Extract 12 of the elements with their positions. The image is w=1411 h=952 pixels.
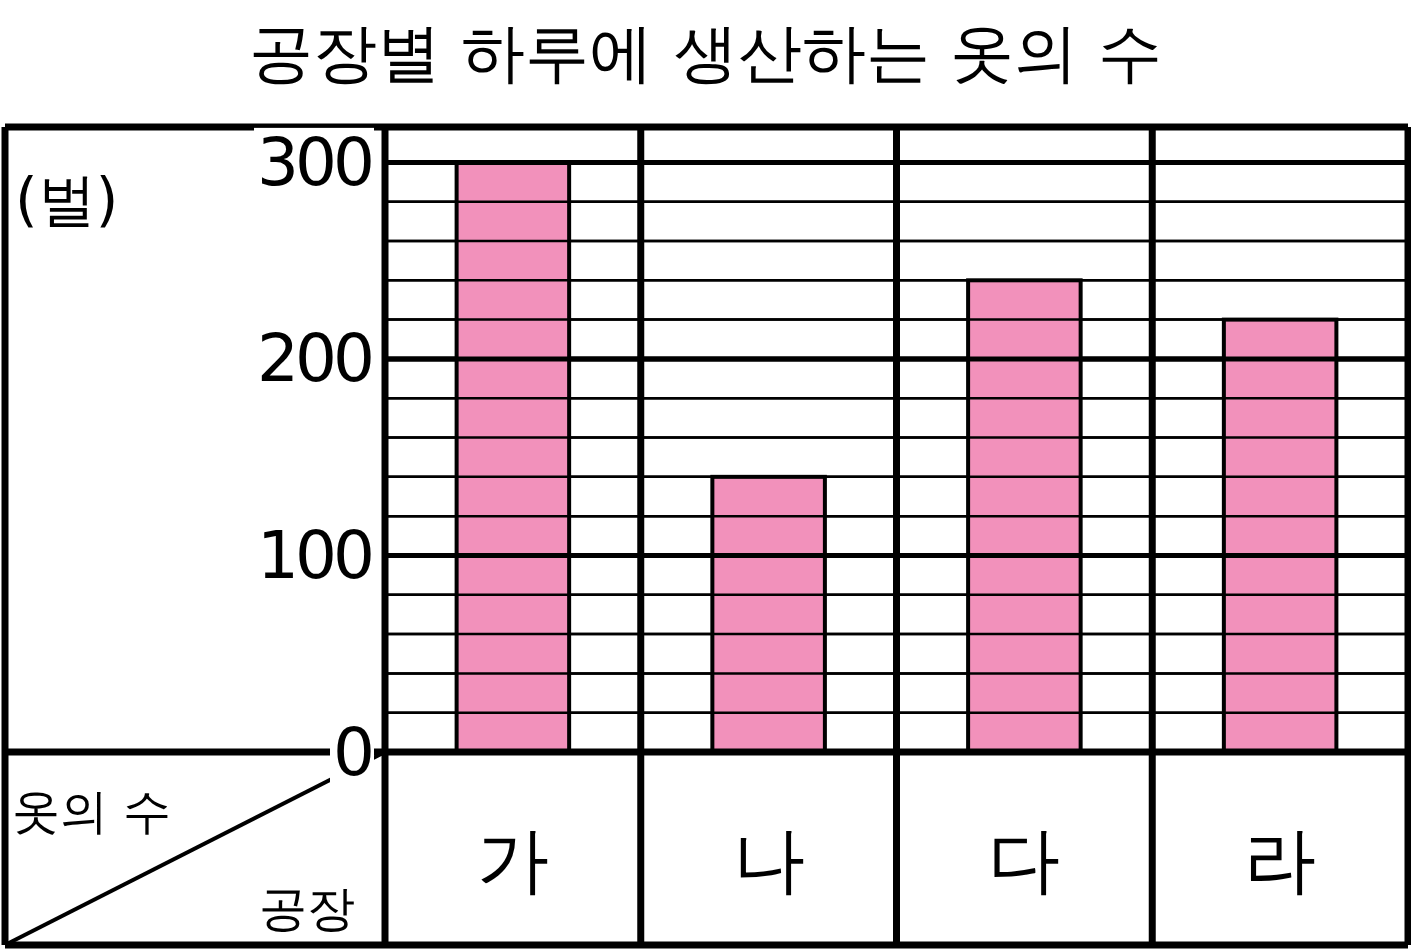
y-tick-label: 300 xyxy=(257,123,371,201)
y-tick-label: 0 xyxy=(333,713,371,791)
x-tick-label: 나 xyxy=(732,818,805,902)
y-axis-title: 옷의 수 xyxy=(12,783,172,839)
text: (벌) xyxy=(15,166,119,234)
x-tick-label: 다 xyxy=(988,818,1061,902)
chart-title: 공장별 하루에 생산하는 옷의 수 xyxy=(248,16,1163,90)
y-tick-label: 100 xyxy=(257,516,371,594)
x-tick-label: 가 xyxy=(476,818,549,902)
x-tick-label: 라 xyxy=(1244,818,1317,902)
x-axis-title: 공장 xyxy=(259,880,355,936)
y-tick-label: 200 xyxy=(257,320,371,398)
